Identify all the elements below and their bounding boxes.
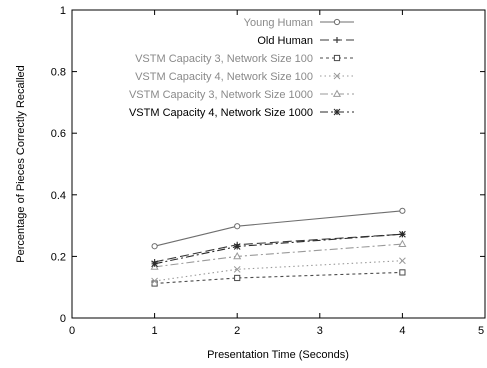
y-axis-title: Percentage of Pieces Correctly Recalled <box>15 65 27 262</box>
legend-label: VSTM Capacity 3, Network Size 1000 <box>129 89 313 101</box>
data-point <box>398 239 407 247</box>
series-line <box>154 233 403 263</box>
data-point <box>233 265 241 273</box>
legend-label: Old Human <box>257 35 313 47</box>
data-point <box>332 89 342 97</box>
data-point <box>151 260 158 268</box>
x-axis-title: Presentation Time (Seconds) <box>207 349 349 361</box>
x-tick: 5 <box>478 10 486 337</box>
x-tick-label: 2 <box>234 325 240 337</box>
y-tick-label: 0 <box>60 313 66 325</box>
legend-key <box>320 18 354 26</box>
legend-label: VSTM Capacity 4, Network Size 1000 <box>129 107 313 119</box>
x-tick: 3 <box>317 10 323 337</box>
series <box>151 207 406 250</box>
data-point <box>399 269 406 276</box>
legend-entry: VSTM Capacity 4, Network Size 100 <box>135 71 354 83</box>
legend-key <box>320 108 354 116</box>
data-point <box>234 274 241 282</box>
data-point <box>151 243 158 250</box>
legend-key <box>320 54 354 62</box>
legend-entry: VSTM Capacity 3, Network Size 100 <box>135 53 354 65</box>
series <box>151 257 406 285</box>
y-tick: 0.6 <box>51 128 485 140</box>
series-line <box>154 260 403 282</box>
y-tick: 0 <box>60 313 485 325</box>
data-point <box>399 257 406 265</box>
legend-label: VSTM Capacity 3, Network Size 100 <box>135 53 313 65</box>
series-line <box>154 210 403 247</box>
legend-label: Young Human <box>244 17 313 29</box>
y-tick-label: 0.6 <box>51 128 66 140</box>
x-axis: 0 1 2 3 4 5 <box>69 10 486 337</box>
legend-entry: Young Human <box>244 17 354 29</box>
y-tick: 0.4 <box>51 190 485 202</box>
data-point <box>234 223 241 230</box>
data-point <box>399 207 406 214</box>
data-point <box>399 230 406 238</box>
legend-entry: Old Human <box>257 35 354 47</box>
x-tick-label: 4 <box>399 325 405 337</box>
data-point <box>333 54 341 62</box>
x-tick-label: 0 <box>69 325 75 337</box>
series-line <box>154 233 403 265</box>
y-tick-label: 0.8 <box>51 67 66 79</box>
y-tick: 0.2 <box>51 251 485 263</box>
series-layer <box>150 207 407 287</box>
legend-entry: VSTM Capacity 4, Network Size 1000 <box>129 107 354 119</box>
y-tick-label: 0.4 <box>51 190 66 202</box>
legend-label: VSTM Capacity 4, Network Size 100 <box>135 71 313 83</box>
y-tick-label: 1 <box>60 5 66 17</box>
data-point <box>233 243 241 250</box>
series <box>150 239 407 270</box>
x-tick-label: 5 <box>478 325 484 337</box>
legend: Young Human Old Human VSTM Capacity 3, N… <box>129 17 354 119</box>
x-tick-label: 1 <box>152 325 158 337</box>
y-tick: 0.8 <box>51 67 485 79</box>
series-line <box>154 271 403 285</box>
data-point <box>151 277 158 285</box>
legend-key <box>320 37 354 43</box>
legend-key <box>320 72 354 80</box>
data-point <box>333 72 341 80</box>
series <box>151 230 406 268</box>
data-point <box>233 251 242 260</box>
legend-key <box>320 89 354 97</box>
x-tick: 2 <box>234 10 240 337</box>
y-axis: 0 0.2 0.4 0.6 0.8 1 <box>51 5 485 325</box>
series <box>151 269 406 287</box>
x-tick: 0 <box>69 10 75 337</box>
data-point <box>334 37 340 43</box>
data-point <box>333 18 341 26</box>
y-tick: 1 <box>60 5 485 17</box>
data-point <box>333 108 341 116</box>
x-tick: 1 <box>152 10 158 337</box>
x-tick-label: 3 <box>317 325 323 337</box>
plot-area-frame <box>71 9 486 319</box>
y-tick-label: 0.2 <box>51 251 66 263</box>
legend-entry: VSTM Capacity 3, Network Size 1000 <box>129 89 354 101</box>
x-tick: 4 <box>399 10 405 337</box>
